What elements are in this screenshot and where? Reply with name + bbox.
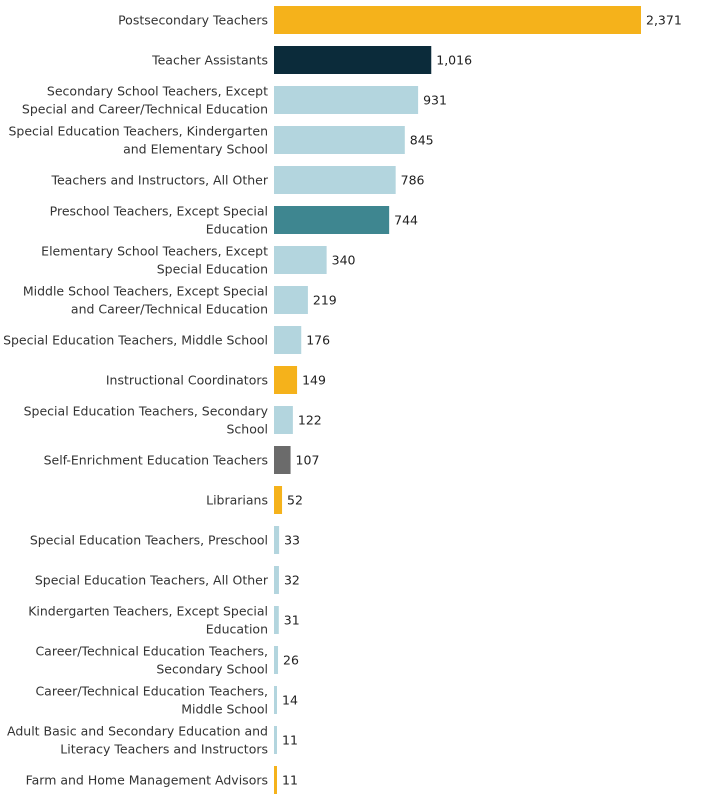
value-label-0: 2,371 xyxy=(646,13,682,28)
category-label-2-line-1: Special and Career/Technical Education xyxy=(22,102,268,117)
bar-4 xyxy=(274,166,396,194)
bar-7 xyxy=(274,286,308,314)
bar-8 xyxy=(274,326,302,354)
category-label-3-line-0: Special Education Teachers, Kindergarten xyxy=(8,124,268,139)
value-label-19: 11 xyxy=(282,773,298,788)
category-label-10-line-1: School xyxy=(227,422,269,437)
value-label-14: 32 xyxy=(284,573,300,588)
bar-9 xyxy=(274,366,298,394)
category-label-15-line-0: Kindergarten Teachers, Except Special xyxy=(28,604,268,619)
category-label-10-line-0: Special Education Teachers, Secondary xyxy=(24,404,269,419)
category-label-14-line-0: Special Education Teachers, All Other xyxy=(35,573,269,588)
bar-12 xyxy=(274,486,283,514)
category-label-18-line-0: Adult Basic and Secondary Education and xyxy=(7,724,268,739)
category-label-19-line-0: Farm and Home Management Advisors xyxy=(26,773,268,788)
bar-11 xyxy=(274,446,291,474)
value-label-1: 1,016 xyxy=(436,53,472,68)
bar-17 xyxy=(274,686,277,714)
category-label-18-line-1: Literacy Teachers and Instructors xyxy=(60,742,268,757)
bar-18 xyxy=(274,726,277,754)
value-label-15: 31 xyxy=(284,613,300,628)
bar-16 xyxy=(274,646,279,674)
bar-15 xyxy=(274,606,279,634)
bar-6 xyxy=(274,246,327,274)
category-label-5-line-1: Education xyxy=(206,222,268,237)
value-label-9: 149 xyxy=(302,373,326,388)
category-label-13-line-0: Special Education Teachers, Preschool xyxy=(30,533,268,548)
bar-10 xyxy=(274,406,293,434)
category-label-4-line-0: Teachers and Instructors, All Other xyxy=(50,173,268,188)
value-label-10: 122 xyxy=(298,413,322,428)
bar-0 xyxy=(274,6,641,34)
value-label-3: 845 xyxy=(410,133,434,148)
value-label-17: 14 xyxy=(282,693,298,708)
category-label-9-line-0: Instructional Coordinators xyxy=(106,373,268,388)
bar-2 xyxy=(274,86,419,114)
value-label-12: 52 xyxy=(287,493,303,508)
value-label-11: 107 xyxy=(296,453,320,468)
category-label-3-line-1: and Elementary School xyxy=(123,142,268,157)
category-label-12-line-0: Librarians xyxy=(206,493,268,508)
category-label-6-line-1: Special Education xyxy=(157,262,268,277)
value-label-13: 33 xyxy=(284,533,300,548)
bar-5 xyxy=(274,206,390,234)
bar-1 xyxy=(274,46,432,74)
value-label-8: 176 xyxy=(306,333,330,348)
bar-14 xyxy=(274,566,279,594)
value-label-2: 931 xyxy=(423,93,447,108)
category-labels-group: Postsecondary Teachers Teacher Assistants… xyxy=(3,13,269,788)
category-label-8-line-0: Special Education Teachers, Middle Schoo… xyxy=(3,333,268,348)
value-label-5: 744 xyxy=(394,213,418,228)
category-label-16-line-0: Career/Technical Education Teachers, xyxy=(35,644,268,659)
category-label-1-line-0: Teacher Assistants xyxy=(151,53,268,68)
category-label-5-line-0: Preschool Teachers, Except Special xyxy=(50,204,268,219)
category-label-11-line-0: Self-Enrichment Education Teachers xyxy=(44,453,268,468)
category-label-15-line-1: Education xyxy=(206,622,268,637)
category-label-6-line-0: Elementary School Teachers, Except xyxy=(41,244,268,259)
category-label-7-line-0: Middle School Teachers, Except Special xyxy=(23,284,268,299)
value-label-7: 219 xyxy=(313,293,337,308)
bar-19 xyxy=(274,766,277,794)
category-label-16-line-1: Secondary School xyxy=(156,662,268,677)
bars-group xyxy=(274,6,641,794)
category-label-0-line-0: Postsecondary Teachers xyxy=(118,13,268,28)
value-label-16: 26 xyxy=(283,653,299,668)
bar-13 xyxy=(274,526,280,554)
value-label-4: 786 xyxy=(401,173,425,188)
value-labels-group: 2,371 1,016 931 845 786 744 340 219 176 149 122 107… xyxy=(282,13,682,788)
category-label-17-line-0: Career/Technical Education Teachers, xyxy=(35,684,268,699)
bar-3 xyxy=(274,126,405,154)
value-label-6: 340 xyxy=(332,253,356,268)
category-label-2-line-0: Secondary School Teachers, Except xyxy=(47,84,268,99)
category-label-7-line-1: and Career/Technical Education xyxy=(71,302,268,317)
category-label-17-line-1: Middle School xyxy=(181,702,268,717)
value-label-18: 11 xyxy=(282,733,298,748)
